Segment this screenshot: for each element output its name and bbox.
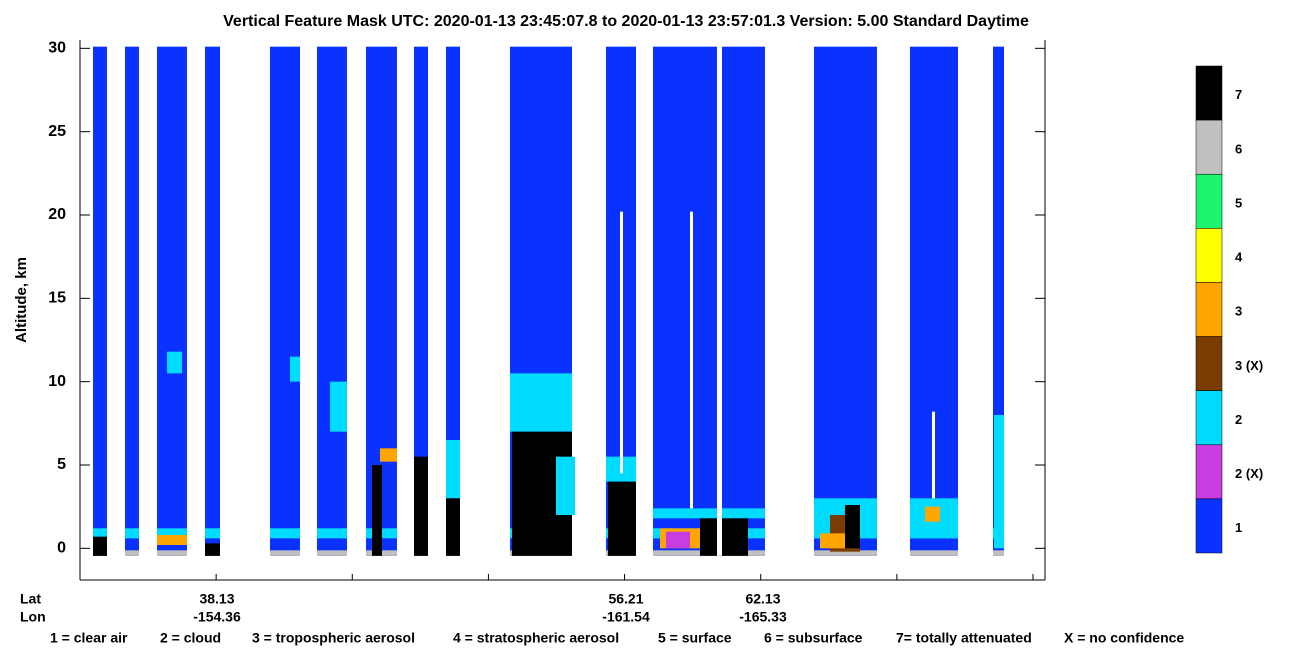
y-tick-label: 20 xyxy=(48,206,66,223)
colorbar-swatch xyxy=(1195,282,1223,337)
feature xyxy=(380,448,397,462)
colorbar-swatch xyxy=(1195,65,1223,121)
lat-tick-label: 38.13 xyxy=(199,591,234,607)
y-tick-label: 30 xyxy=(48,40,66,57)
chart-title: Vertical Feature Mask UTC: 2020-01-13 23… xyxy=(223,13,1029,30)
feature xyxy=(700,518,748,556)
footnote-item: 1 = clear air xyxy=(50,630,128,646)
y-axis-label: Altitude, km xyxy=(13,257,30,343)
plot-area xyxy=(93,45,1004,556)
feature xyxy=(925,506,940,522)
low-cloud xyxy=(93,528,107,539)
colorbar-swatch xyxy=(1195,173,1223,229)
lon-tick-label: -161.54 xyxy=(602,609,650,625)
feature xyxy=(372,465,382,556)
footnote-item: 7= totally attenuated xyxy=(896,630,1032,646)
subsurface xyxy=(814,550,877,556)
y-tick-label: 10 xyxy=(48,373,66,390)
subsurface xyxy=(125,550,139,556)
gap xyxy=(932,411,935,499)
colorbar-label: 6 xyxy=(1235,141,1242,156)
lon-tick-label: -165.33 xyxy=(739,609,787,625)
y-tick-label: 25 xyxy=(48,123,66,140)
colorbar-label: 2 (X) xyxy=(1235,466,1263,481)
colorbar-label: 3 xyxy=(1235,304,1242,319)
clear-air xyxy=(270,46,300,556)
clear-air xyxy=(125,46,139,556)
clear-air xyxy=(414,46,428,556)
feature xyxy=(290,356,300,382)
colorbar-label: 1 xyxy=(1235,520,1242,535)
feature xyxy=(666,531,690,549)
clear-air xyxy=(446,46,460,556)
feature xyxy=(608,481,636,556)
y-tick-label: 5 xyxy=(57,456,66,473)
footnote-item: X = no confidence xyxy=(1064,630,1184,646)
lat-tick-label: 62.13 xyxy=(745,591,780,607)
clear-air xyxy=(205,46,220,556)
colorbar-label: 4 xyxy=(1235,250,1243,265)
feature xyxy=(510,373,572,432)
lon-tick-label: -154.36 xyxy=(193,609,241,625)
gap xyxy=(690,211,693,509)
colorbar-label: 5 xyxy=(1235,195,1242,210)
low-cloud xyxy=(125,528,139,539)
lat-tick-label: 56.21 xyxy=(608,591,643,607)
footnote-item: 5 = surface xyxy=(658,630,732,646)
colorbar-label: 7 xyxy=(1235,87,1242,102)
clear-air xyxy=(317,46,347,556)
gap xyxy=(620,211,623,474)
clear-air xyxy=(993,46,1004,556)
clear-air xyxy=(722,46,765,556)
low-cloud xyxy=(205,528,220,539)
subsurface xyxy=(317,550,347,556)
subsurface xyxy=(910,550,958,556)
y-tick-label: 0 xyxy=(57,540,66,557)
feature xyxy=(446,440,460,499)
colorbar-swatch xyxy=(1195,119,1223,175)
feature xyxy=(653,508,765,519)
feature xyxy=(446,498,460,556)
subsurface xyxy=(157,550,187,556)
feature xyxy=(157,535,187,545)
colorbar-label: 3 (X) xyxy=(1235,358,1263,373)
colorbar-swatch xyxy=(1195,390,1223,446)
colorbar-swatch xyxy=(1195,336,1223,391)
colorbar-swatch xyxy=(1195,444,1223,500)
clear-air xyxy=(93,46,107,556)
feature xyxy=(845,505,860,549)
clear-air xyxy=(653,46,718,556)
feature xyxy=(205,543,220,556)
subsurface xyxy=(993,550,1004,556)
feature xyxy=(556,456,575,515)
lat-label: Lat xyxy=(20,591,41,607)
feature xyxy=(330,381,347,432)
low-cloud xyxy=(157,528,187,539)
feature xyxy=(414,456,428,556)
feature xyxy=(994,415,1004,549)
subsurface xyxy=(270,550,300,556)
feature xyxy=(820,533,850,549)
gap xyxy=(717,45,722,556)
footnote-item: 6 = subsurface xyxy=(764,630,863,646)
footnote-item: 2 = cloud xyxy=(160,630,221,646)
low-cloud xyxy=(317,528,347,539)
colorbar-label: 2 xyxy=(1235,412,1242,427)
colorbar-swatch xyxy=(1195,228,1223,283)
feature xyxy=(93,536,107,556)
colorbar-swatch xyxy=(1195,498,1223,554)
y-tick-label: 15 xyxy=(48,290,66,307)
clear-air xyxy=(157,46,187,556)
feature xyxy=(167,351,182,374)
subsurface xyxy=(653,550,718,556)
low-cloud xyxy=(270,528,300,539)
lon-label: Lon xyxy=(20,609,46,625)
footnote-item: 3 = tropospheric aerosol xyxy=(252,630,415,646)
clear-air xyxy=(814,46,877,556)
footnote-item: 4 = stratospheric aerosol xyxy=(453,630,619,646)
